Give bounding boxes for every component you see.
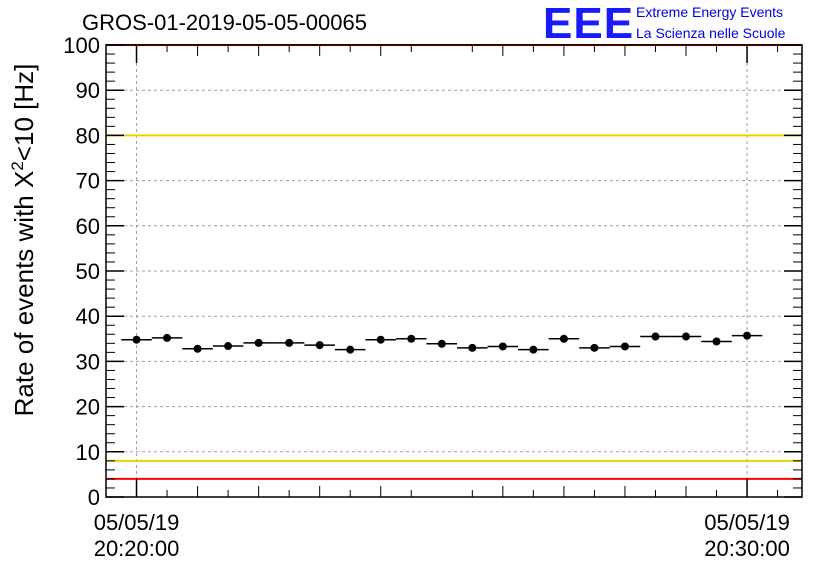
y-tick-label: 10 — [76, 440, 100, 465]
data-point — [498, 342, 507, 351]
y-axis-title: Rate of events with X2<10 [Hz] — [8, 64, 39, 417]
data-point — [315, 341, 324, 350]
data-point — [590, 343, 599, 352]
data-point — [346, 345, 355, 354]
brand-line-1: Extreme Energy Events — [636, 4, 784, 20]
data-point — [682, 332, 690, 341]
x-tick-date: 05/05/19 — [94, 510, 180, 535]
data-points — [121, 331, 763, 354]
data-point — [376, 335, 385, 344]
y-tick-label: 50 — [76, 259, 100, 284]
y-axis-title-rest: <10 [Hz] — [9, 64, 39, 162]
reference-lines — [106, 44, 802, 480]
y-tick-label: 30 — [76, 349, 100, 374]
data-point — [559, 334, 568, 343]
y-tick-label: 0 — [88, 485, 100, 510]
grid-lines — [106, 45, 802, 497]
axis-ticks — [105, 44, 802, 498]
y-tick-label: 40 — [76, 304, 100, 329]
brand-line-2: La Scienza nelle Scuole — [636, 25, 786, 41]
data-point — [132, 335, 141, 344]
y-axis-title-main: Rate of events with X — [9, 171, 39, 417]
data-point — [437, 339, 446, 348]
data-point — [285, 338, 294, 347]
y-tick-label: 90 — [76, 78, 100, 103]
y-tick-label: 80 — [76, 123, 100, 148]
eee-logo: EEE — [543, 0, 635, 48]
data-point — [529, 345, 538, 354]
data-point — [254, 338, 263, 347]
data-point — [743, 331, 752, 340]
y-axis-title-sup: 2 — [8, 161, 27, 170]
data-point — [193, 344, 202, 353]
data-point — [224, 342, 233, 351]
x-tick-date: 05/05/19 — [704, 510, 790, 535]
y-tick-labels: 0 10 20 30 40 50 60 70 80 90 100 — [63, 33, 100, 510]
x-tick-time: 20:20:00 — [94, 536, 180, 561]
y-tick-label: 100 — [63, 33, 100, 58]
data-point — [651, 332, 660, 341]
x-tick-labels: 05/05/1920:20:0005/05/1920:30:0005/05/19… — [94, 510, 790, 561]
y-tick-label: 60 — [76, 214, 100, 239]
data-point — [163, 333, 172, 342]
data-point — [712, 337, 721, 346]
y-tick-label: 20 — [76, 395, 100, 420]
data-point — [620, 342, 629, 351]
chart-title: GROS-01-2019-05-05-00065 — [82, 10, 367, 35]
data-point — [468, 343, 477, 352]
y-tick-label: 70 — [76, 169, 100, 194]
x-tick-time: 20:30:00 — [704, 536, 790, 561]
data-point — [407, 334, 416, 343]
